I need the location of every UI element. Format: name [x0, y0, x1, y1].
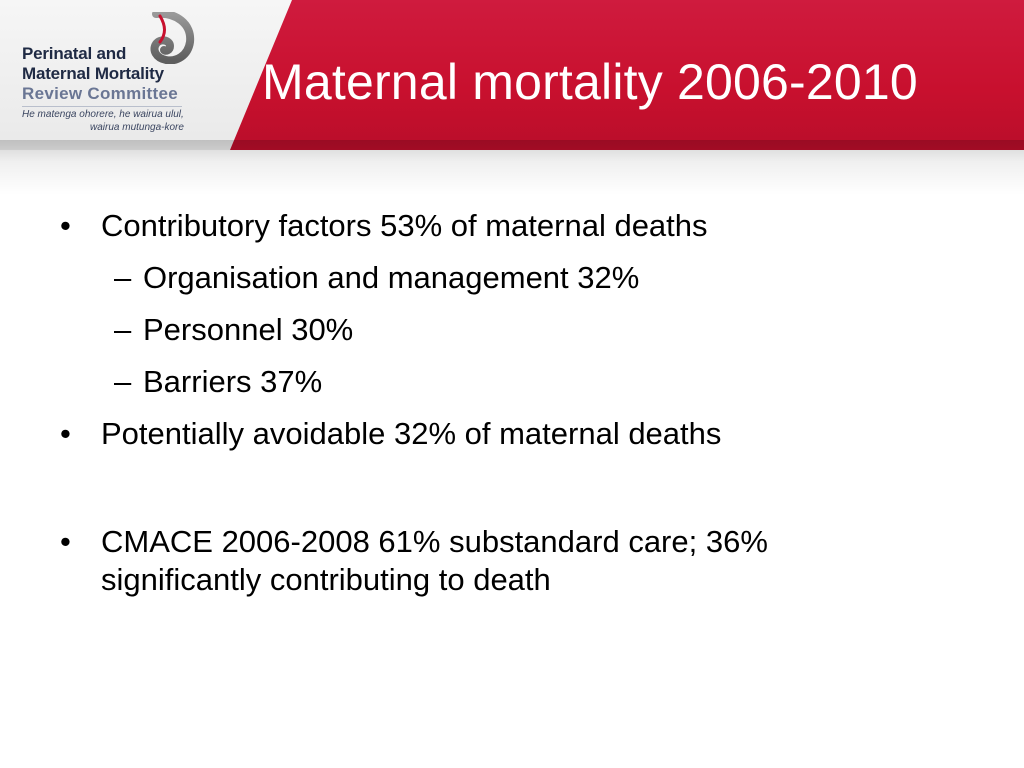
bullet-text: Potentially avoidable 32% of maternal de…	[101, 416, 722, 451]
pmmrc-logo: Perinatal and Maternal Mortality Review …	[22, 12, 212, 137]
logo-text-line1: Perinatal and	[22, 44, 127, 63]
sub-bullet-text: Personnel 30%	[143, 312, 354, 347]
bullet-text-continued: significantly contributing to death	[101, 562, 551, 597]
slide-header: Perinatal and Maternal Mortality Review …	[0, 0, 1024, 150]
header-shadow	[0, 140, 1024, 195]
bullet-text: CMACE 2006-2008 61% substandard care; 36…	[101, 524, 768, 559]
bullet-marker: •	[60, 524, 71, 559]
bullet-text: Contributory factors 53% of maternal dea…	[101, 208, 708, 243]
slide-title: Maternal mortality 2006-2010	[262, 54, 918, 110]
logo-text-line2: Maternal Mortality	[22, 64, 164, 83]
sub-bullet-marker: –	[114, 312, 132, 347]
header-red-band	[230, 0, 1024, 150]
logo-tagline1: He matenga ohorere, he wairua ulul,	[22, 109, 184, 120]
logo-text-line3: Review Committee	[22, 84, 178, 103]
sub-bullet-text: Barriers 37%	[143, 364, 323, 399]
logo-divider	[22, 106, 182, 107]
sub-bullet-marker: –	[114, 260, 132, 295]
koru-logo-icon	[150, 12, 195, 64]
sub-bullet-marker: –	[114, 364, 132, 399]
bullet-marker: •	[60, 208, 71, 243]
logo-tagline2: wairua mutunga-kore	[90, 122, 184, 133]
bullet-marker: •	[60, 416, 71, 451]
sub-bullet-text: Organisation and management 32%	[143, 260, 640, 295]
